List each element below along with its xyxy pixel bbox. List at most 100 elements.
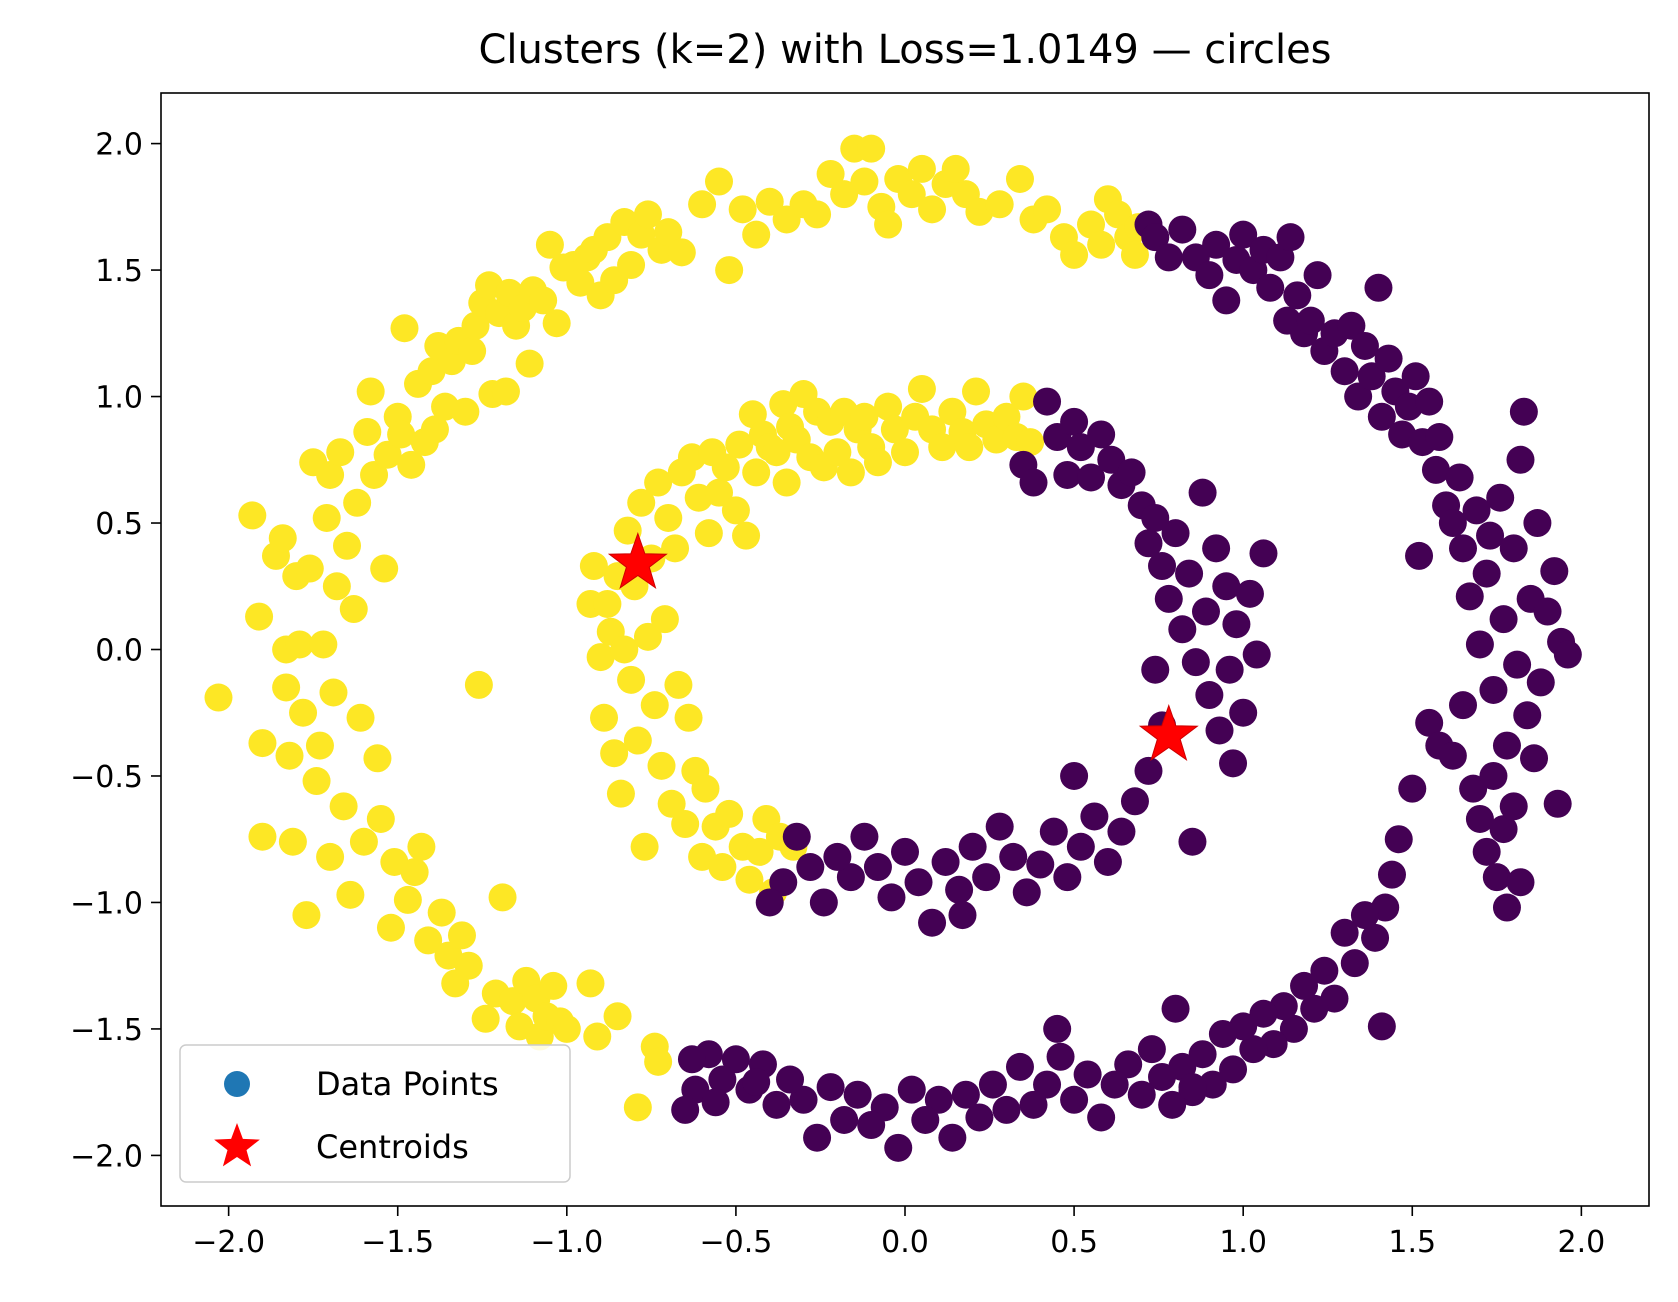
data-point xyxy=(1249,999,1278,1028)
data-point xyxy=(1053,863,1082,892)
data-point xyxy=(278,827,307,856)
data-point xyxy=(1479,761,1508,790)
data-point xyxy=(1499,534,1528,563)
data-point xyxy=(850,402,879,431)
data-point xyxy=(1513,701,1542,730)
data-point xyxy=(1472,837,1501,866)
data-point xyxy=(874,392,903,421)
data-point xyxy=(1239,1035,1268,1064)
data-point xyxy=(1012,878,1041,907)
data-point xyxy=(1195,261,1224,290)
data-point xyxy=(830,1106,859,1134)
data-point xyxy=(343,488,372,517)
y-tick-label: −2.0 xyxy=(70,1139,143,1174)
data-point xyxy=(1195,681,1224,710)
data-point xyxy=(633,622,662,651)
data-point xyxy=(333,531,361,560)
data-point xyxy=(931,847,960,876)
data-point xyxy=(1205,716,1234,745)
data-point xyxy=(891,837,919,866)
data-point xyxy=(458,337,487,366)
legend-data-points-marker xyxy=(224,1071,250,1097)
data-point xyxy=(339,595,368,624)
data-point xyxy=(498,987,527,1016)
data-point xyxy=(1033,387,1062,416)
data-point xyxy=(590,703,619,732)
data-point xyxy=(999,842,1028,871)
data-point xyxy=(579,552,608,581)
data-point xyxy=(904,868,933,897)
data-point xyxy=(951,1080,980,1109)
data-point xyxy=(373,440,402,469)
data-point xyxy=(414,926,443,955)
data-point xyxy=(1279,1014,1308,1043)
data-point xyxy=(1212,572,1241,601)
data-point xyxy=(907,374,936,403)
legend: Data Points Centroids xyxy=(179,1044,571,1183)
data-point xyxy=(1097,445,1126,474)
data-point xyxy=(603,1002,632,1031)
data-point xyxy=(387,420,416,449)
data-point xyxy=(1141,223,1170,252)
data-point xyxy=(667,238,696,267)
data-point xyxy=(1526,668,1555,697)
data-point xyxy=(1120,240,1149,269)
data-point xyxy=(535,230,564,259)
data-point xyxy=(353,417,382,446)
data-point xyxy=(1154,243,1183,272)
data-point xyxy=(721,496,750,525)
y-tick-label: 1.5 xyxy=(95,254,143,289)
data-point xyxy=(671,1095,700,1124)
data-point xyxy=(586,643,615,672)
data-point xyxy=(1154,584,1183,613)
data-point xyxy=(1060,761,1089,790)
data-point xyxy=(349,827,378,856)
data-point xyxy=(346,703,375,732)
data-point xyxy=(661,534,690,563)
data-point xyxy=(1540,557,1569,586)
data-point xyxy=(1520,744,1549,773)
y-tick-label: 2.0 xyxy=(95,128,143,163)
data-point xyxy=(708,853,737,882)
y-axis: 2.0 1.5 1.0 0.5 0.0 −0.5 −1.0 −1.5 −2.0 xyxy=(70,128,161,1174)
data-point xyxy=(657,789,686,818)
data-point xyxy=(725,430,754,459)
data-point xyxy=(316,842,345,871)
data-point xyxy=(1080,802,1109,831)
legend-centroids-label: Centroids xyxy=(316,1128,469,1166)
data-point xyxy=(322,572,351,601)
data-point xyxy=(789,1085,818,1114)
data-point xyxy=(891,438,919,467)
data-point xyxy=(407,832,436,861)
centroids xyxy=(607,531,1199,762)
data-point xyxy=(924,1085,953,1114)
data-point xyxy=(1449,534,1477,563)
data-point xyxy=(1361,923,1390,952)
data-point xyxy=(1509,397,1538,426)
data-point xyxy=(1438,509,1467,538)
x-axis: −2.0 −1.5 −1.0 −0.5 0.0 0.5 1.0 1.5 2.0 xyxy=(192,1206,1605,1260)
data-point xyxy=(1060,240,1089,269)
data-point xyxy=(275,741,304,770)
data-point xyxy=(972,863,1001,892)
data-point xyxy=(884,1133,913,1162)
data-point xyxy=(816,1073,845,1102)
data-point xyxy=(1506,868,1535,897)
x-tick-label: 2.0 xyxy=(1558,1225,1606,1260)
x-tick-label: −0.5 xyxy=(699,1225,772,1260)
y-tick-label: 0.0 xyxy=(95,634,143,669)
data-point xyxy=(1114,1050,1143,1079)
data-point xyxy=(1202,534,1231,563)
data-point xyxy=(647,751,676,780)
data-point xyxy=(938,1123,967,1152)
data-point xyxy=(941,154,970,183)
data-point xyxy=(1449,691,1477,720)
data-point xyxy=(1489,605,1518,634)
data-point xyxy=(664,670,693,699)
data-point xyxy=(911,1106,940,1134)
data-point xyxy=(721,1045,750,1074)
data-point xyxy=(1330,918,1359,947)
data-point xyxy=(1033,1070,1062,1099)
data-point xyxy=(1178,827,1207,856)
data-point xyxy=(755,888,784,917)
